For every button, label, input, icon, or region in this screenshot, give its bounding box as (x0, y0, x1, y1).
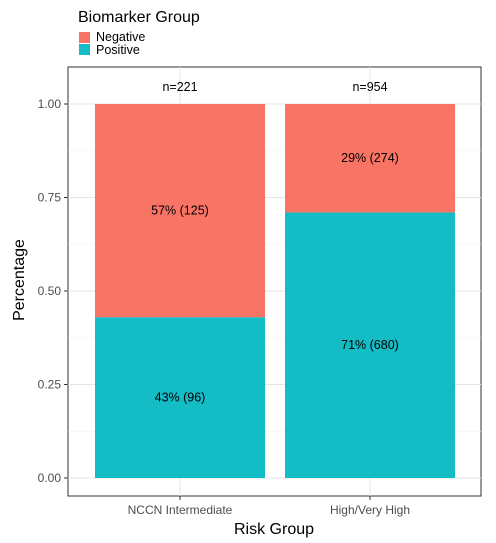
legend-title: Biomarker Group (78, 9, 200, 26)
y-tick-label: 0.50 (38, 284, 62, 298)
y-tick-label: 1.00 (38, 97, 62, 111)
n-label: n=221 (162, 80, 197, 94)
x-tick-label: NCCN Intermediate (128, 503, 233, 517)
legend-label-positive: Positive (96, 43, 140, 57)
bar-negative (285, 104, 455, 213)
x-axis: NCCN Intermediate High/Very High (128, 496, 410, 517)
y-axis-title: Percentage (11, 239, 28, 321)
bar-positive (95, 317, 265, 478)
y-tick-label: 0.00 (38, 471, 62, 485)
bar-negative (95, 104, 265, 318)
y-tick-label: 0.25 (38, 378, 62, 392)
y-tick-label: 0.75 (38, 191, 62, 205)
data-label-negative: 29% (274) (341, 151, 399, 165)
legend-label-negative: Negative (96, 30, 145, 44)
bars (95, 104, 455, 478)
data-labels: 43% (96) 57% (125) n=221 71% (680) 29% (274)… (151, 80, 399, 405)
legend-swatch-positive (79, 44, 90, 55)
y-axis: 0.00 0.25 0.50 0.75 1.00 (38, 97, 68, 485)
data-label-negative: 57% (125) (151, 204, 209, 218)
legend: Biomarker Group Negative Positive (78, 9, 200, 57)
legend-swatch-negative (79, 32, 90, 43)
bar-positive (285, 212, 455, 478)
n-label: n=954 (352, 80, 387, 94)
data-label-positive: 43% (96) (155, 391, 206, 405)
data-label-positive: 71% (680) (341, 338, 399, 352)
x-axis-title: Risk Group (234, 521, 314, 538)
x-tick-label: High/Very High (330, 503, 410, 517)
